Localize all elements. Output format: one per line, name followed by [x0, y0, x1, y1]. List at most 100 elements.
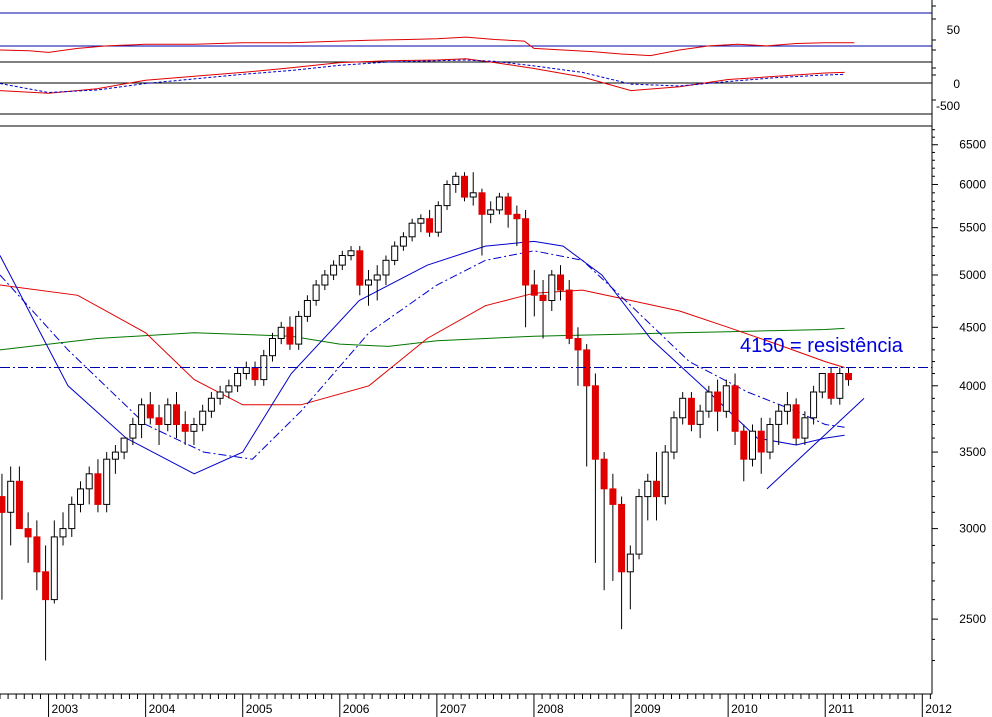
- candle: [33, 520, 41, 591]
- candle-body: [757, 430, 765, 453]
- candle-body: [251, 367, 259, 381]
- candle: [234, 367, 242, 393]
- candle-body: [207, 397, 215, 412]
- candle-body: [670, 417, 678, 453]
- candle-body: [0, 496, 6, 513]
- candle-body: [696, 410, 704, 425]
- candle-body: [111, 451, 119, 460]
- candle: [731, 373, 739, 446]
- candle: [810, 385, 818, 425]
- candle: [504, 192, 512, 228]
- x-axis-ticks: 2003 2004 2005 2006 2007 2008 2009 2010 2011 2012: [0, 694, 952, 717]
- candle: [522, 209, 530, 328]
- candle: [827, 367, 835, 405]
- candle: [103, 452, 111, 513]
- candle-body: [687, 397, 695, 425]
- candle-body: [190, 424, 198, 432]
- candle-body: [609, 488, 617, 505]
- candle-body: [42, 571, 50, 601]
- candle: [94, 459, 102, 513]
- candle: [591, 373, 599, 563]
- candle-body: [408, 222, 416, 238]
- candle: [120, 437, 128, 460]
- price-tick-label: 3000: [959, 522, 986, 536]
- candle: [138, 398, 146, 439]
- year-label: 2011: [828, 702, 854, 716]
- price-tick-label: 2500: [959, 612, 986, 626]
- price-tick-label: 6500: [959, 138, 986, 152]
- candle-body: [365, 279, 372, 286]
- candle-body: [513, 213, 521, 220]
- candle-body: [504, 196, 512, 215]
- candle: [216, 385, 224, 405]
- macd-line: [0, 58, 845, 94]
- candle: [478, 188, 486, 256]
- candle: [487, 201, 495, 224]
- candle-body: [749, 430, 756, 460]
- candle: [661, 445, 669, 505]
- price-tick-label: 5500: [959, 221, 986, 235]
- year-label: 2012: [925, 702, 952, 716]
- candle: [801, 411, 809, 446]
- candle-body: [94, 473, 102, 505]
- candle: [495, 192, 503, 215]
- rsi-tick-label: 50: [947, 23, 961, 37]
- candle: [443, 180, 451, 210]
- candle-body: [548, 274, 556, 301]
- candle: [775, 404, 783, 446]
- candle: [452, 172, 460, 193]
- candle: [557, 265, 564, 301]
- candle-body: [391, 245, 399, 261]
- candle-body: [85, 473, 93, 490]
- candle: [635, 488, 643, 560]
- year-label: 2007: [440, 702, 467, 716]
- candle: [513, 205, 521, 247]
- candlesticks: [0, 172, 852, 661]
- candle-body: [373, 274, 381, 281]
- rsi-line: [0, 36, 855, 57]
- candle: [836, 367, 844, 405]
- candle-body: [321, 274, 329, 286]
- candle-body: [225, 385, 233, 393]
- candle-body: [635, 496, 643, 555]
- candle-body: [77, 488, 84, 505]
- candle: [338, 250, 346, 271]
- candle-body: [783, 404, 791, 412]
- candle: [190, 417, 198, 446]
- candle: [749, 424, 756, 467]
- candle-body: [461, 175, 468, 198]
- candle-body: [338, 255, 346, 266]
- candle-body: [714, 391, 722, 412]
- x-axis: 2003 2004 2005 2006 2007 2008 2009 2010 2011 2012: [0, 693, 952, 717]
- candle: [408, 218, 416, 242]
- candle-body: [740, 430, 748, 460]
- year-label: 2004: [149, 702, 176, 716]
- candle: [792, 398, 800, 446]
- candle: [740, 424, 748, 482]
- candle-body: [155, 417, 163, 425]
- candle-body: [59, 528, 67, 538]
- candle: [696, 404, 704, 439]
- candle: [85, 466, 93, 505]
- candle-body: [330, 264, 338, 276]
- candle: [24, 512, 32, 563]
- year-label: 2010: [731, 702, 758, 716]
- year-label: 2009: [634, 702, 661, 716]
- candle-body: [775, 410, 783, 425]
- candle-body: [399, 236, 407, 247]
- candle: [845, 367, 852, 386]
- candle: [347, 246, 355, 261]
- candle-body: [286, 326, 294, 345]
- candle: [181, 411, 189, 446]
- candle-body: [173, 404, 180, 425]
- candle-body: [574, 338, 582, 351]
- candle-body: [722, 385, 730, 412]
- candle: [687, 392, 695, 432]
- price-axis: 6500 6000 5500 5000 4500 4000 3500 3000 2500: [932, 129, 986, 662]
- candle: [644, 473, 652, 521]
- candle-body: [356, 250, 364, 286]
- candle: [59, 512, 67, 546]
- candle-body: [626, 553, 634, 573]
- candle-body: [7, 480, 15, 513]
- candle: [714, 379, 722, 432]
